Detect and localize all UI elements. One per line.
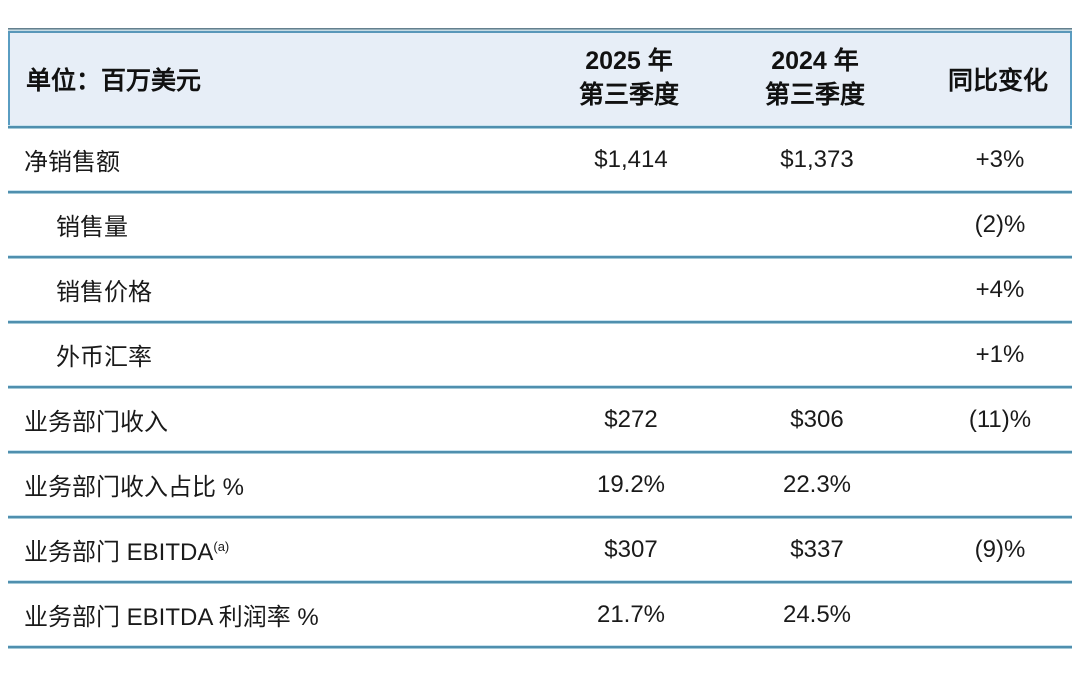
col-header-2024-line1: 2024 年	[771, 47, 859, 76]
row-divider	[8, 125, 1072, 129]
row-label: 外币汇率	[8, 337, 556, 372]
value-2025: 21.7%	[596, 600, 666, 628]
row-label-text: 业务部门收入	[24, 409, 168, 436]
value-2025: 19.2%	[596, 470, 666, 498]
value-2024: 24.5%	[782, 600, 852, 628]
value-2024: $337	[790, 535, 844, 563]
table-bottom-rule	[8, 645, 1072, 649]
table-row-segment-income: 业务部门收入 $272 $306 (11)%	[8, 389, 1072, 450]
row-divider	[8, 450, 1072, 454]
col-header-2024-line2: 第三季度	[764, 81, 865, 109]
value-change: (11)%	[968, 405, 1032, 433]
row-label: 销售量	[8, 207, 556, 242]
row-label: 业务部门收入占比 %	[8, 467, 556, 502]
row-divider	[8, 320, 1072, 324]
row-label-text: 销售价格	[56, 279, 152, 306]
col-header-2025-q3: 2025 年 第三季度	[554, 45, 704, 113]
row-divider	[8, 515, 1072, 519]
col-header-2024-q3: 2024 年 第三季度	[704, 45, 926, 113]
value-2024: $1,373	[780, 145, 854, 173]
table-top-rule	[8, 28, 1072, 33]
row-label-text: 净销售额	[24, 149, 120, 176]
value-2024: $306	[790, 405, 844, 433]
table-row-segment-income-pct: 业务部门收入占比 % 19.2% 22.3%	[8, 454, 1072, 515]
row-label: 业务部门 EBITDA(a)	[8, 532, 556, 567]
value-change: (9)%	[974, 535, 1026, 563]
unit-label: 单位：百万美元	[26, 67, 202, 95]
row-label-text: 业务部门 EBITDA 利润率 %	[24, 604, 319, 631]
row-label-text: 业务部门收入占比 %	[24, 474, 245, 501]
row-label-text: 业务部门 EBITDA	[24, 539, 214, 566]
table-header-row: 单位：百万美元 2025 年 第三季度 2024 年 第三季度 同比变化	[8, 33, 1072, 125]
row-label-text: 外币汇率	[56, 344, 152, 371]
row-label: 净销售额	[8, 142, 556, 177]
row-label-superscript: (a)	[213, 539, 230, 554]
row-divider	[8, 255, 1072, 259]
value-change: (2)%	[974, 210, 1026, 238]
value-change: +3%	[975, 145, 1025, 173]
row-label-text: 销售量	[56, 214, 128, 241]
row-label: 业务部门 EBITDA 利润率 %	[8, 597, 556, 632]
table-row-net-sales: 净销售额 $1,414 $1,373 +3%	[8, 129, 1072, 190]
value-2025: $272	[604, 405, 658, 433]
table-row-segment-ebitda: 业务部门 EBITDA(a) $307 $337 (9)%	[8, 519, 1072, 580]
row-divider	[8, 190, 1072, 194]
table-row-foreign-currency: 外币汇率 +1%	[8, 324, 1072, 385]
table-row-sales-volume: 销售量 (2)%	[8, 194, 1072, 255]
value-2025: $1,414	[594, 145, 668, 173]
col-header-2025-line1: 2025 年	[585, 47, 673, 76]
row-divider	[8, 385, 1072, 389]
col-header-change: 同比变化	[947, 67, 1048, 95]
table-row-sales-price: 销售价格 +4%	[8, 259, 1072, 320]
financial-results-table: 单位：百万美元 2025 年 第三季度 2024 年 第三季度 同比变化 净销售…	[8, 28, 1072, 649]
value-change: +1%	[975, 340, 1025, 368]
value-change: +4%	[975, 275, 1025, 303]
value-2025: $307	[604, 535, 658, 563]
table-row-segment-ebitda-margin: 业务部门 EBITDA 利润率 % 21.7% 24.5%	[8, 584, 1072, 645]
row-label: 业务部门收入	[8, 402, 556, 437]
value-2024: 22.3%	[782, 470, 852, 498]
row-label: 销售价格	[8, 272, 556, 307]
col-header-2025-line2: 第三季度	[578, 81, 679, 109]
row-divider	[8, 580, 1072, 584]
